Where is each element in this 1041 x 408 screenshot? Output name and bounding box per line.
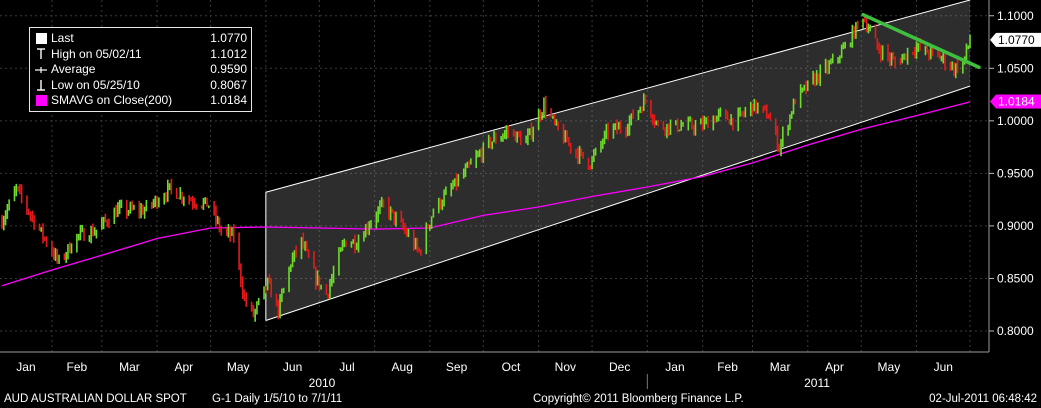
year-label: 2011 [804, 376, 830, 390]
average-marker-icon [34, 64, 48, 76]
x-tick-label: Dec [609, 360, 630, 374]
x-tick-label: Jul [339, 360, 354, 374]
y-tick-label: 0.9500 [997, 166, 1034, 180]
legend-average-value: 0.9590 [210, 62, 247, 76]
y-tick-label: 1.0500 [997, 61, 1034, 75]
legend-average: Average 0.9590 [34, 62, 247, 78]
footer-security: AUD AUSTRALIAN DOLLAR SPOT [4, 393, 187, 405]
low-marker-icon [34, 79, 48, 91]
x-tick-label: Apr [825, 360, 844, 374]
footer-date-range: G-1 Daily 1/5/10 to 7/1/11 [212, 393, 343, 405]
x-tick-label: Jan [665, 360, 684, 374]
legend-low: Low on 05/25/10 0.8067 [34, 78, 247, 94]
x-tick-label: Nov [555, 360, 576, 374]
year-label: 2010 [309, 376, 336, 390]
x-tick-label: Mar [770, 360, 791, 374]
x-tick-label: Apr [174, 360, 193, 374]
x-tick-label: Jan [16, 360, 35, 374]
x-tick-label: Feb [67, 360, 88, 374]
legend-last-label: Last [51, 31, 74, 45]
x-tick-label: May [878, 360, 901, 374]
high-marker-icon [34, 48, 48, 60]
channel-lower-line [265, 85, 971, 321]
white-square-icon [34, 33, 48, 45]
legend-smavg: SMAVG on Close(200) 1.0184 [34, 93, 247, 109]
y-tick-label: 1.0000 [997, 114, 1034, 128]
legend-high-label: High on 05/02/11 [51, 46, 142, 61]
last-price-tag-bg [990, 32, 1041, 47]
smavg-tag: 1.0184 [998, 95, 1035, 109]
smavg-tag-bg [990, 94, 1041, 109]
legend-last: Last 1.0770 [34, 31, 247, 47]
regression-channel [265, 0, 970, 321]
downtrend-line [861, 12, 981, 69]
y-tick-label: 0.8500 [997, 271, 1034, 285]
last-price-tag: 1.0770 [998, 33, 1035, 47]
legend-high: High on 05/02/11 1.1012 [34, 47, 247, 63]
magenta-square-icon [34, 95, 48, 107]
legend-average-label: Average [51, 62, 96, 76]
smavg-line [1, 101, 971, 287]
footer-copyright: Copyright© 2011 Bloomberg Finance L.P. [533, 393, 744, 405]
legend-last-value: 1.0770 [210, 31, 247, 45]
x-tick-label: Aug [392, 360, 413, 374]
x-tick-label: Mar [119, 360, 140, 374]
y-tick-label: 0.9000 [997, 219, 1034, 233]
x-tick-label: Oct [502, 360, 521, 374]
legend-smavg-label: SMAVG on Close(200) [51, 93, 173, 107]
legend-box: Last 1.0770 High on 05/02/11 1.1012 Aver… [29, 27, 252, 112]
y-tick-label: 0.8000 [997, 324, 1034, 338]
footer-bar: AUD AUSTRALIAN DOLLAR SPOT G-1 Daily 1/5… [0, 390, 1041, 408]
y-tick-label: 1.1000 [997, 9, 1034, 23]
legend-low-value: 0.8067 [210, 77, 247, 92]
x-tick-label: Sep [446, 360, 468, 374]
footer-timestamp: 02-Jul-2011 06:48:42 [929, 393, 1037, 405]
x-tick-label: May [227, 360, 250, 374]
x-tick-label: Feb [717, 360, 738, 374]
legend-smavg-value: 1.0184 [210, 93, 247, 107]
legend-low-label: Low on 05/25/10 [51, 77, 140, 92]
x-tick-label: Jun [934, 360, 953, 374]
x-tick-label: Jun [283, 360, 302, 374]
legend-high-value: 1.1012 [210, 46, 247, 61]
